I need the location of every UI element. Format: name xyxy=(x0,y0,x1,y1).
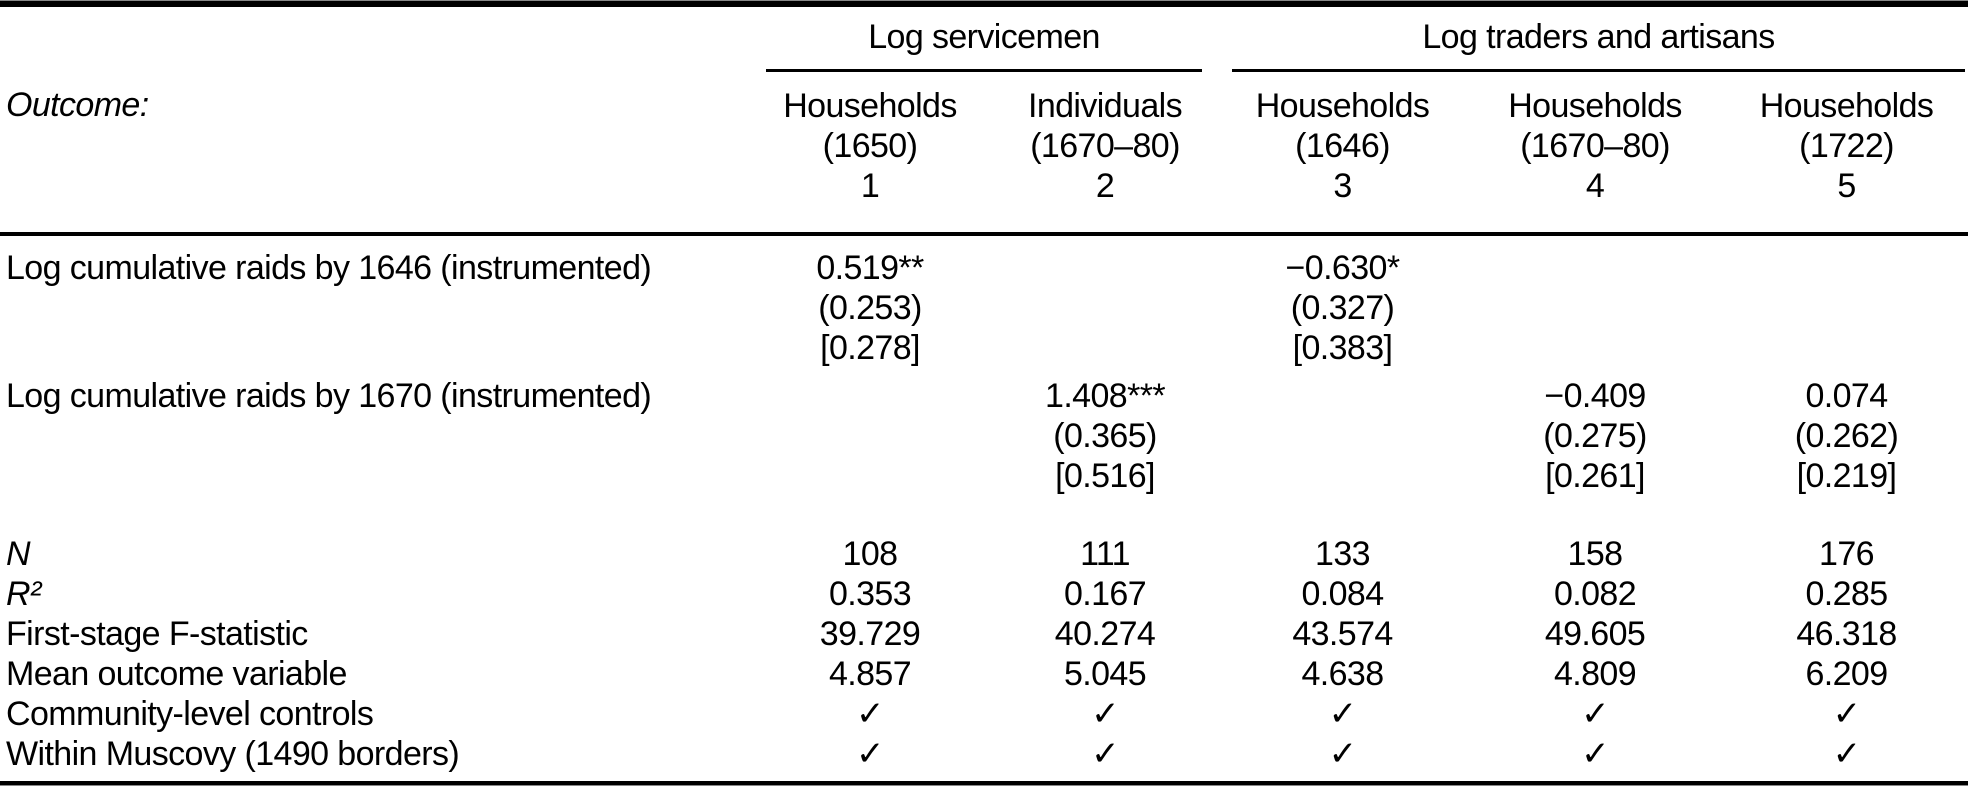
stat-f-col1: 39.729 xyxy=(819,615,921,653)
stat-n-col5: 176 xyxy=(1819,535,1875,573)
stat-f-col3: 43.574 xyxy=(1292,615,1393,653)
row-label-community-controls: Community-level controls xyxy=(6,695,374,733)
stat-n-col1: 108 xyxy=(842,535,899,573)
stat-mean-col5: 6.209 xyxy=(1805,655,1888,693)
coef-row-raids-1670: Log cumulative raids by 1670 (instrument… xyxy=(0,368,1968,534)
coef-cell-1670-col4: −0.409 (0.275) [0.261] xyxy=(1543,377,1647,495)
group-header-row: Log servicemen Log traders and artisans xyxy=(0,7,1968,72)
row-label-r2: R² xyxy=(6,575,41,613)
row-label-raids-1670: Log cumulative raids by 1670 (instrument… xyxy=(6,377,652,415)
bottom-rule xyxy=(0,781,1968,786)
stat-r2-col2: 0.167 xyxy=(1063,575,1147,613)
stat-f-col2: 40.274 xyxy=(1054,615,1156,653)
stat-mean-col2: 5.045 xyxy=(1063,655,1147,693)
stat-mean-col4: 4.809 xyxy=(1553,655,1637,693)
outcome-cell: Outcome: xyxy=(0,72,750,236)
column-header-row: Outcome: Households (1650) 1 Individuals… xyxy=(0,72,1968,236)
top-rule xyxy=(0,0,1968,7)
checkmark-icon: ✓ xyxy=(856,735,884,773)
column-header-4: Households (1670–80) 4 xyxy=(1465,72,1726,236)
group-traders-underline: Log traders and artisans xyxy=(1232,7,1966,72)
stat-n-col3: 133 xyxy=(1315,535,1371,573)
stat-row-fstat: First-stage F-statistic 39.729 40.274 43… xyxy=(0,614,1968,654)
coef-cell-1646-col1: 0.519** (0.253) [0.278] xyxy=(816,249,924,367)
column-header-5: Households (1722) 5 xyxy=(1725,72,1968,236)
coef-cell-1646-col5 xyxy=(1725,234,1968,368)
row-label-within-muscovy: Within Muscovy (1490 borders) xyxy=(6,735,460,773)
checkmark-icon: ✓ xyxy=(1581,735,1609,773)
stat-f-col5: 46.318 xyxy=(1796,615,1897,653)
row-label-fstat: First-stage F-statistic xyxy=(6,615,308,653)
stat-r2-col4: 0.082 xyxy=(1553,575,1637,613)
checkmark-icon: ✓ xyxy=(1091,735,1119,773)
stat-r2-col1: 0.353 xyxy=(828,575,912,613)
checkmark-icon: ✓ xyxy=(1581,695,1609,733)
stat-row-n: N 108 111 133 158 176 xyxy=(0,534,1968,574)
group-traders-label: Log traders and artisans xyxy=(1422,18,1775,56)
coef-row-raids-1646: Log cumulative raids by 1646 (instrument… xyxy=(0,234,1968,368)
checkmark-icon: ✓ xyxy=(1832,695,1861,733)
results-table: Log servicemen Log traders and artisans … xyxy=(0,7,1968,774)
coef-cell-1670-col3 xyxy=(1220,368,1465,534)
stat-n-col4: 158 xyxy=(1567,535,1624,573)
group-servicemen-underline: Log servicemen xyxy=(766,7,1203,72)
stat-n-col2: 111 xyxy=(1080,535,1130,573)
checkmark-icon: ✓ xyxy=(1328,695,1357,733)
group-header-spacer xyxy=(0,7,750,72)
row-label-raids-1646: Log cumulative raids by 1646 (instrument… xyxy=(6,249,652,287)
coef-cell-1670-col5: 0.074 (0.262) [0.219] xyxy=(1794,377,1899,495)
coef-cell-1646-col3: −0.630* (0.327) [0.383] xyxy=(1285,249,1401,367)
outcome-label: Outcome: xyxy=(6,86,149,124)
stat-f-col4: 49.605 xyxy=(1544,615,1646,653)
checkmark-icon: ✓ xyxy=(1091,695,1119,733)
column-header-2: Individuals (1670–80) 2 xyxy=(990,72,1221,236)
coef-cell-1670-col1 xyxy=(750,368,990,534)
coef-cell-1646-col2 xyxy=(990,234,1220,368)
row-label-n: N xyxy=(6,535,31,573)
coef-cell-1670-col2: 1.408*** (0.365) [0.516] xyxy=(1045,377,1166,495)
stat-mean-col1: 4.857 xyxy=(828,655,912,693)
checkmark-icon: ✓ xyxy=(1328,735,1357,773)
check-row-community-controls: Community-level controls ✓ ✓ ✓ ✓ ✓ xyxy=(0,694,1968,734)
stat-r2-col5: 0.285 xyxy=(1805,575,1888,613)
stat-r2-col3: 0.084 xyxy=(1301,575,1384,613)
stat-row-mean-outcome: Mean outcome variable 4.857 5.045 4.638 … xyxy=(0,654,1968,694)
checkmark-icon: ✓ xyxy=(1832,735,1861,773)
column-header-3: Households (1646) 3 xyxy=(1220,72,1466,236)
row-label-mean-outcome: Mean outcome variable xyxy=(6,655,347,693)
spacer xyxy=(0,774,1968,781)
stat-mean-col3: 4.638 xyxy=(1301,655,1384,693)
coef-cell-1646-col4 xyxy=(1465,234,1725,368)
group-servicemen-label: Log servicemen xyxy=(868,18,1100,56)
stat-row-r2: R² 0.353 0.167 0.084 0.082 0.285 xyxy=(0,574,1968,614)
checkmark-icon: ✓ xyxy=(856,695,884,733)
column-header-1: Households (1650) 1 xyxy=(750,72,990,236)
group-header-traders: Log traders and artisans xyxy=(1220,7,1968,72)
check-row-within-muscovy: Within Muscovy (1490 borders) ✓ ✓ ✓ ✓ ✓ xyxy=(0,734,1968,774)
group-header-servicemen: Log servicemen xyxy=(750,7,1220,72)
